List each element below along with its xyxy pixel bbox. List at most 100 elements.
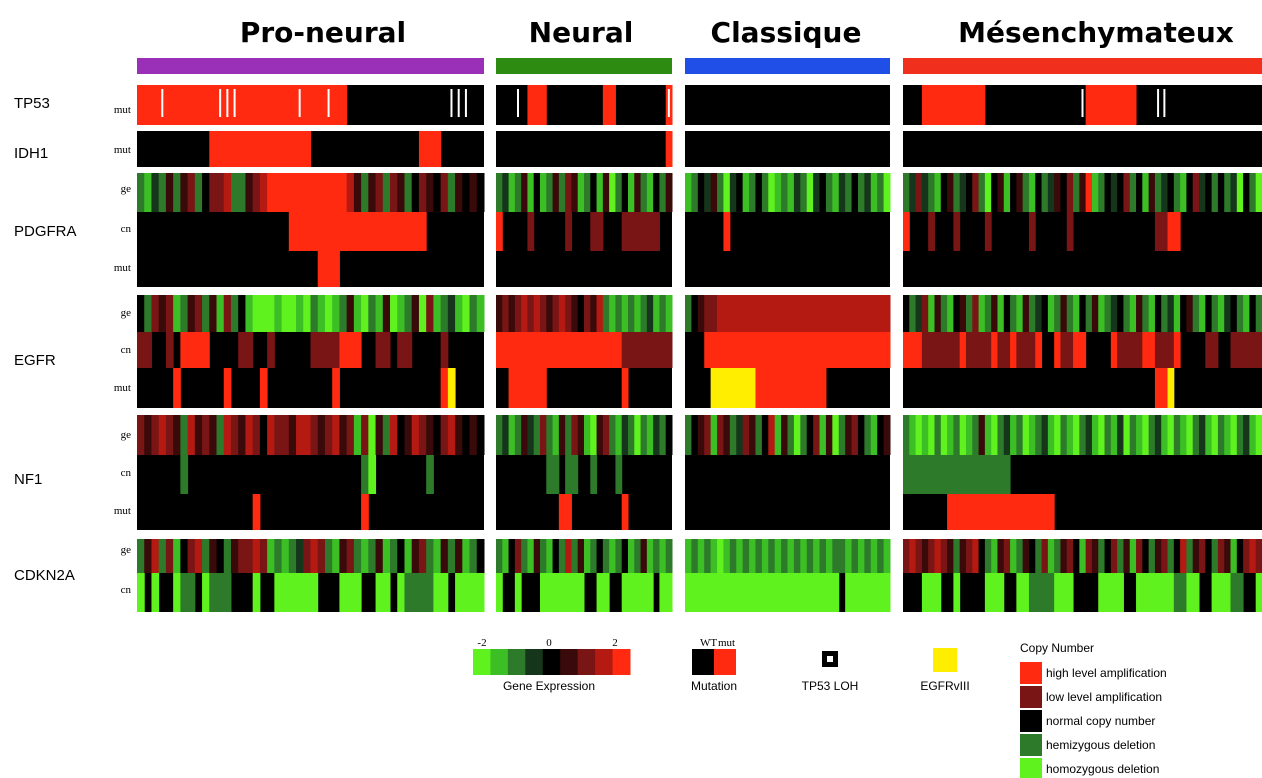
heatmap-cell — [397, 173, 405, 212]
heatmap-cell — [404, 539, 413, 573]
heatmap-cell — [755, 415, 763, 455]
heatmap-cell — [1217, 173, 1225, 212]
heatmap-cell — [1079, 295, 1087, 332]
heatmap-cell — [296, 539, 304, 573]
heatmap-cell — [390, 295, 398, 332]
heatmap-cell — [691, 173, 699, 212]
heatmap-cell — [274, 539, 283, 573]
row-type-label: ge — [121, 544, 132, 556]
tp53-loh-swatch-center — [827, 656, 833, 662]
heatmap-panel-bg — [496, 131, 672, 167]
heatmap-cell — [274, 415, 283, 455]
heatmap-cell — [1104, 539, 1112, 573]
subtype-title: Neural — [529, 16, 634, 49]
subtype-color-bar — [496, 58, 672, 74]
heatmap-cell — [717, 173, 724, 212]
heatmap-cell — [339, 415, 348, 455]
heatmap-cell — [397, 415, 405, 455]
heatmap-cell — [1154, 295, 1162, 332]
heatmap-cell — [838, 295, 846, 332]
heatmap-cell — [628, 295, 635, 332]
heatmap-cell — [339, 332, 362, 368]
heatmap-cell — [375, 573, 391, 612]
heatmap-cell — [903, 539, 910, 573]
heatmap-cell — [433, 173, 442, 212]
heatmap-cell — [845, 295, 853, 332]
heatmap-cell — [137, 332, 152, 368]
heatmap-panel-bg — [496, 85, 672, 125]
heatmap-cell — [382, 539, 391, 573]
heatmap-cell — [710, 295, 718, 332]
heatmap-panel-bg — [685, 85, 890, 125]
heatmap-cell — [158, 415, 167, 455]
heatmap-cell — [1123, 173, 1131, 212]
heatmap-cell — [137, 573, 145, 612]
heatmap-cell — [959, 539, 967, 573]
ge-scale-swatch — [473, 649, 491, 675]
heatmap-cell — [447, 415, 456, 455]
heatmap-cell — [476, 295, 485, 332]
heatmap-cell — [230, 415, 239, 455]
heatmap-cell — [723, 295, 731, 332]
heatmap-cell — [1073, 295, 1080, 332]
heatmap-cell — [953, 415, 961, 455]
heatmap-cell — [187, 295, 196, 332]
heatmap-cell — [634, 539, 642, 573]
heatmap-cell — [281, 295, 290, 332]
heatmap-cell — [1016, 295, 1024, 332]
heatmap-cell — [1199, 173, 1206, 212]
heatmap-cell — [1148, 295, 1156, 332]
heatmap-cell — [984, 455, 1011, 494]
ge-scale-swatch — [490, 649, 509, 675]
heatmap-cell — [959, 295, 967, 332]
heatmap-cell — [947, 494, 1055, 530]
heatmap-cell — [813, 173, 821, 212]
heatmap-panel-bg — [685, 494, 890, 530]
heatmap-cell — [527, 539, 535, 573]
heatmap-cell — [781, 173, 788, 212]
heatmap-cell — [1211, 295, 1219, 332]
heatmap-cell — [1230, 173, 1238, 212]
heatmap-cell — [755, 539, 763, 573]
heatmap-cell — [187, 539, 196, 573]
heatmap-cell — [252, 573, 261, 612]
heatmap-cell — [959, 455, 986, 494]
copy-number-swatch — [1020, 758, 1042, 778]
heatmap-cell — [317, 173, 326, 212]
heatmap-cell — [1041, 295, 1049, 332]
heatmap-cell — [903, 332, 910, 368]
heatmap-cell — [870, 295, 878, 332]
heatmap-cell — [742, 539, 750, 573]
heatmap-cell — [1161, 415, 1169, 455]
heatmap-panel-bg — [903, 131, 1262, 167]
heatmap-cell — [877, 539, 885, 573]
heatmap-cell — [252, 494, 261, 530]
heatmap-cell — [137, 85, 348, 125]
heatmap-cell — [653, 539, 660, 573]
heatmap-cell — [1192, 415, 1200, 455]
heatmap-cell — [953, 212, 961, 251]
heatmap-cell — [455, 539, 463, 573]
heatmap-cell — [223, 295, 232, 332]
subtype-titles: Pro-neural Neural Classique Mésenchymateux — [240, 16, 1234, 49]
heatmap-cell — [180, 295, 189, 332]
heatmap-cell — [1079, 539, 1087, 573]
heatmap-cell — [590, 173, 598, 212]
heatmap-cell — [324, 415, 333, 455]
heatmap-cell — [1129, 295, 1137, 332]
heatmap-cell — [659, 573, 673, 612]
heatmap-cell — [540, 295, 547, 332]
heatmap-cell — [1243, 173, 1250, 212]
heatmap-cell — [296, 173, 304, 212]
heatmap-cell — [845, 539, 853, 573]
tp53-loh-mark — [327, 89, 330, 117]
heatmap-cell — [864, 415, 872, 455]
heatmap-cell — [1047, 539, 1055, 573]
mutation-wt-swatch — [692, 649, 714, 675]
heatmap-cell — [1123, 332, 1143, 368]
subtype-color-bar — [137, 58, 484, 74]
heatmap-cell — [1123, 539, 1131, 573]
heatmap-cell — [317, 539, 326, 573]
heatmap-cell — [710, 173, 718, 212]
